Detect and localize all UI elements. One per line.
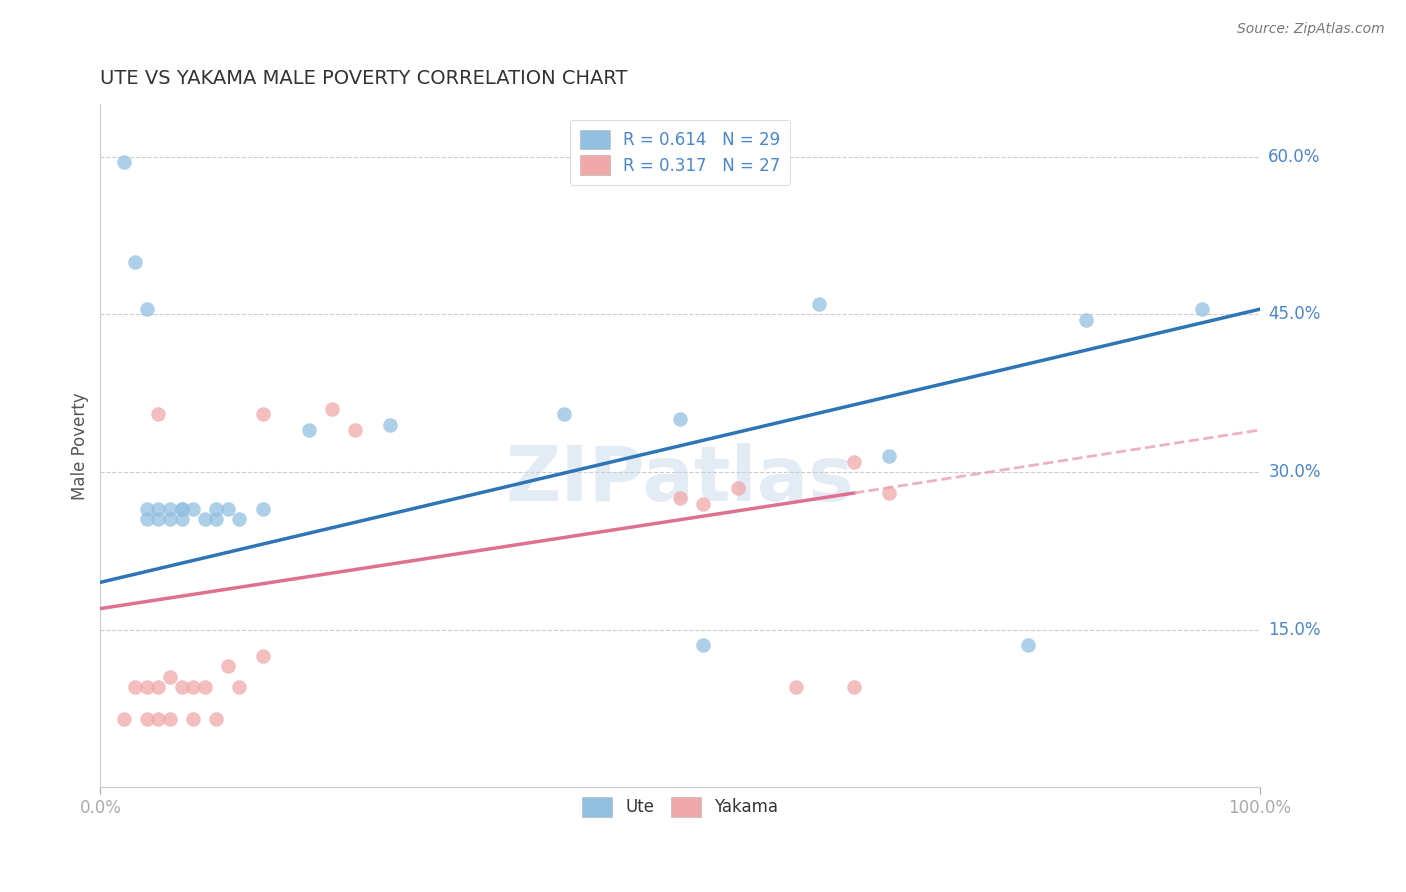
Point [669,412,692,426]
Text: 15.0%: 15.0% [1268,621,1320,639]
Point [1074,312,1097,326]
Point [135,302,157,317]
Point [148,407,170,421]
Point [669,491,692,506]
Point [170,501,193,516]
Point [228,512,250,526]
Point [217,659,239,673]
Point [808,297,831,311]
Point [148,512,170,526]
Point [159,512,181,526]
Point [692,497,714,511]
Point [785,681,807,695]
Point [298,423,321,437]
Point [692,638,714,652]
Point [194,681,217,695]
Text: 30.0%: 30.0% [1268,463,1320,481]
Point [252,407,274,421]
Point [228,681,250,695]
Point [112,712,135,726]
Point [135,681,157,695]
Point [135,712,157,726]
Text: 60.0%: 60.0% [1268,148,1320,166]
Point [181,712,204,726]
Point [124,681,146,695]
Point [124,255,146,269]
Point [877,486,900,500]
Point [205,712,228,726]
Point [321,402,343,417]
Point [159,670,181,684]
Point [181,501,204,516]
Text: UTE VS YAKAMA MALE POVERTY CORRELATION CHART: UTE VS YAKAMA MALE POVERTY CORRELATION C… [100,69,628,87]
Point [1191,302,1213,317]
Point [159,712,181,726]
Text: ZIPatlas: ZIPatlas [506,443,855,516]
Point [194,512,217,526]
Point [217,501,239,516]
Point [170,501,193,516]
Point [205,512,228,526]
Point [112,155,135,169]
Point [877,450,900,464]
Point [344,423,367,437]
Point [148,681,170,695]
Point [252,501,274,516]
Text: Source: ZipAtlas.com: Source: ZipAtlas.com [1237,22,1385,37]
Point [727,481,749,495]
Point [148,501,170,516]
Y-axis label: Male Poverty: Male Poverty [72,392,89,500]
Text: 45.0%: 45.0% [1268,305,1320,324]
Point [170,512,193,526]
Point [205,501,228,516]
Point [181,681,204,695]
Point [252,648,274,663]
Legend: Ute, Yakama: Ute, Yakama [575,790,785,823]
Point [159,501,181,516]
Point [135,501,157,516]
Point [1017,638,1039,652]
Point [170,681,193,695]
Point [842,454,865,468]
Point [135,512,157,526]
Point [380,417,402,432]
Point [553,407,575,421]
Point [842,681,865,695]
Point [148,712,170,726]
